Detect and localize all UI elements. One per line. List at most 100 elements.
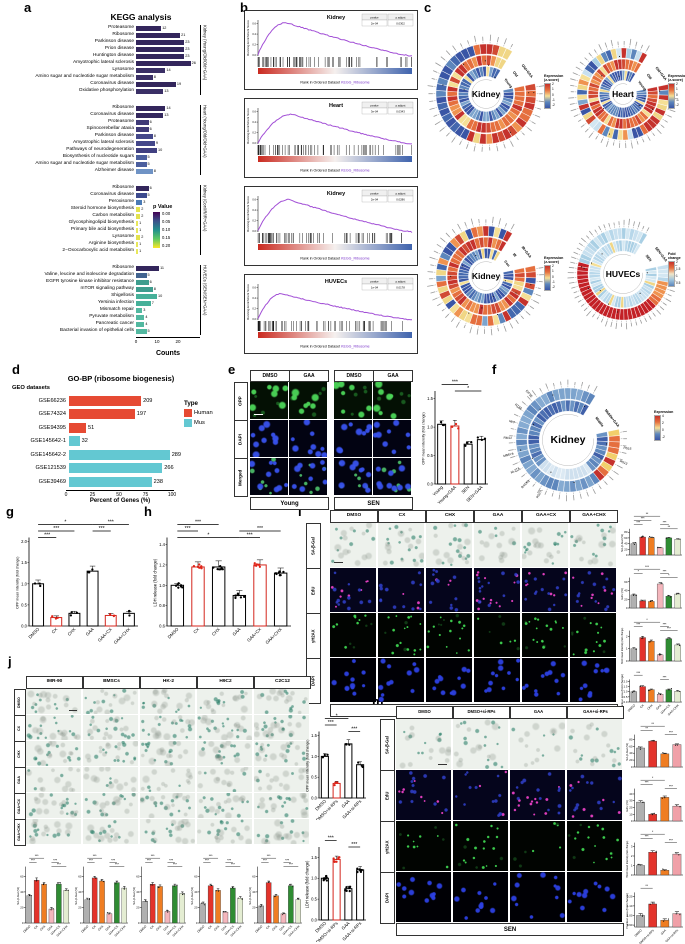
x-tick-label: CHX [271, 924, 278, 931]
column-header: HK-2 [140, 676, 197, 689]
gobp-bar [69, 395, 142, 406]
bar [674, 593, 681, 609]
gene-label: RM12 [503, 436, 512, 440]
y-axis-label: LDH release (fold change) [305, 860, 310, 908]
kegg-bar [136, 119, 149, 126]
y-tick-label: 60 [194, 874, 198, 878]
data-point [223, 911, 225, 913]
data-point [275, 895, 277, 897]
heatmap-segment [576, 94, 588, 101]
bar [114, 882, 120, 924]
kegg-term-label: Steroid hormone biosynthesis [70, 206, 134, 212]
y-tick-label: 2 [631, 854, 633, 858]
gene-label: EIF3E [525, 389, 534, 398]
significance-dot [646, 272, 648, 274]
significance-mark: *** [636, 671, 641, 675]
heatmap-segment [608, 441, 621, 449]
heatmap-segment [448, 302, 461, 315]
panel-e-label: e [228, 362, 236, 377]
y-tick-label: 0.0 [21, 623, 27, 628]
significance-mark: * [638, 569, 640, 573]
kegg-row: Spinocerebellar ataxia 6 [6, 126, 236, 133]
sen-quant-chart: 0.0 0.5 1.0 1.5 2.0 Nuclear area (fold change… [620, 667, 684, 719]
type-legend-entry: Human [184, 409, 230, 417]
data-point [345, 886, 348, 889]
panel-d-label: d [12, 362, 20, 377]
kegg-x-axis: 0 10 20 [135, 337, 200, 350]
kegg-row: Amyotrophic lateral sclerosis 9 [6, 140, 236, 147]
data-point [641, 536, 643, 538]
kegg-title: KEGG analysis [110, 12, 172, 22]
heatmap-legend-tick: -1 [676, 97, 679, 102]
heatmap-segment [524, 83, 537, 92]
circos-track-label: Young [637, 80, 647, 91]
data-point [633, 543, 635, 545]
kegg-term-label: Shigellosis [111, 293, 134, 299]
microscopy-image-edu [474, 568, 520, 612]
significance-dot [590, 262, 593, 264]
heatmap-legend-title: Fold change [668, 252, 681, 261]
data-point [177, 586, 180, 589]
ldh-chart: 0.6 0.8 1.0 1.2 1.4 LDH release (fold change)… [152, 512, 293, 648]
data-point [51, 615, 54, 618]
x-tick-label: GAA [655, 703, 662, 710]
panel-j-microscopy-grid: IMR-90 BMSCs HK-2 H9C2 C2C12 DMSO CX CHX GAA GAA+… [14, 676, 312, 848]
gsea-x-axis-label: Rank in Ordered Dataset KEGG_Ribosome [300, 81, 369, 85]
data-point [54, 617, 58, 620]
microscopy-image-edu [510, 770, 565, 820]
gsea-y-tick: 0.4 [252, 296, 256, 300]
data-point [676, 690, 678, 692]
column-header: DMSO [396, 706, 453, 719]
significance-dot [539, 408, 541, 410]
x-tick-label: GAA+CX [246, 627, 262, 643]
significance-dot [484, 60, 486, 62]
gsea-y-axis-label: Running Enrichment Score [246, 196, 250, 232]
kegg-bar [136, 105, 166, 112]
data-point [297, 898, 299, 900]
kegg-row: Prion disease 23 [6, 46, 236, 53]
data-point [635, 542, 637, 544]
opp-intensity-chart-svg: 0.0 0.5 1.0 1.5 OPP mean intensity (fold cha… [422, 380, 488, 505]
data-point [677, 538, 680, 540]
microscopy-image-gh2ax [510, 821, 565, 871]
significance-mark: *** [53, 858, 58, 862]
gobp-row: GSE39469 238 [12, 475, 230, 489]
panel-a-kegg-chart: KEGG analysis Proteasome 12 Ribosome 21 Parki… [6, 12, 236, 362]
data-point [642, 535, 644, 537]
data-point [173, 885, 175, 887]
kegg-term-label: Carbon metabolism [92, 213, 134, 219]
bar [648, 601, 655, 609]
data-point [42, 884, 45, 886]
gsea-plot: Heart pvalue p.adjust 3e-04 0.0343 0.6 0.4 0.2 0… [244, 98, 418, 178]
y-tick-label: 40 [252, 890, 256, 894]
type-legend-swatch [184, 419, 192, 427]
gsea-stat-value: 0.0178 [396, 285, 405, 289]
data-point [69, 614, 73, 617]
x-tick-label: CHX [155, 924, 162, 931]
panel-m-label: m [372, 694, 384, 709]
data-point [653, 740, 655, 742]
data-point [289, 884, 291, 886]
bar [104, 614, 117, 627]
row-label: EdU [380, 770, 395, 822]
data-point [632, 691, 634, 693]
heatmap-segment [600, 51, 610, 63]
significance-dot [617, 311, 619, 313]
significance-dot [600, 458, 602, 460]
significance-mark: *** [31, 858, 36, 862]
data-point [451, 425, 454, 428]
y-tick-label: 40 [624, 542, 628, 546]
data-point [357, 761, 360, 764]
microscopy-image-sabgal [254, 767, 309, 792]
data-point [39, 584, 42, 588]
data-point [242, 595, 246, 598]
heatmap-segment [569, 480, 577, 493]
heatmap-segment [638, 52, 648, 64]
heatmap-segment [517, 449, 530, 459]
pvalue-tick: 0.10 [162, 226, 171, 232]
dendrogram [603, 254, 643, 294]
